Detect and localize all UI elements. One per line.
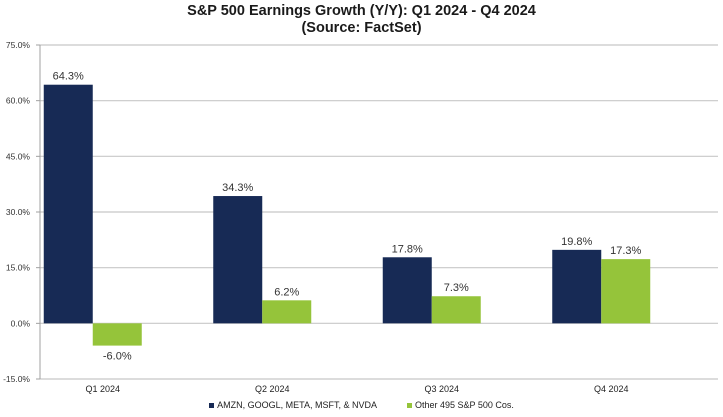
data-label: 7.3% <box>444 282 469 294</box>
bar-magnificent <box>382 257 432 324</box>
y-tick-label: -15.0% <box>3 374 30 384</box>
data-label: 64.3% <box>53 71 84 83</box>
data-label: 17.3% <box>610 245 641 257</box>
data-label: 17.8% <box>392 243 423 255</box>
y-tick-label: 30.0% <box>6 207 31 217</box>
data-label: 34.3% <box>222 182 253 194</box>
legend: AMZN, GOOGL, META, MSFT, & NVDA Other 49… <box>0 400 723 410</box>
data-label: 6.2% <box>274 286 299 298</box>
bar-magnificent <box>213 196 263 324</box>
y-tick-label: 45.0% <box>6 151 31 161</box>
legend-swatch-other <box>406 402 412 408</box>
chart-subtitle: (Source: FactSet) <box>301 20 422 36</box>
bar-other <box>601 259 651 324</box>
bar-other <box>431 296 481 324</box>
x-tick-label: Q1 2024 <box>85 384 120 394</box>
legend-swatch-magnificent <box>209 402 215 408</box>
chart-title: S&P 500 Earnings Growth (Y/Y): Q1 2024 -… <box>187 3 536 19</box>
bar-magnificent <box>552 249 602 324</box>
legend-item-magnificent: AMZN, GOOGL, META, MSFT, & NVDA <box>209 400 377 410</box>
legend-label-other: Other 495 S&P 500 Cos. <box>414 400 514 410</box>
y-tick-label: 15.0% <box>6 263 31 273</box>
bar-other <box>92 323 142 346</box>
y-tick-label: 0.0% <box>11 318 31 328</box>
y-tick-label: 75.0% <box>6 40 31 50</box>
y-tick-label: 60.0% <box>6 96 31 106</box>
data-label: -6.0% <box>103 351 132 363</box>
bar-other <box>262 300 312 324</box>
x-tick-label: Q4 2024 <box>594 384 629 394</box>
x-tick-label: Q3 2024 <box>424 384 459 394</box>
bar-magnificent <box>43 84 93 324</box>
data-label: 19.8% <box>561 236 592 248</box>
x-tick-label: Q2 2024 <box>255 384 290 394</box>
legend-item-other: Other 495 S&P 500 Cos. <box>406 400 514 410</box>
legend-label-magnificent: AMZN, GOOGL, META, MSFT, & NVDA <box>217 400 377 410</box>
